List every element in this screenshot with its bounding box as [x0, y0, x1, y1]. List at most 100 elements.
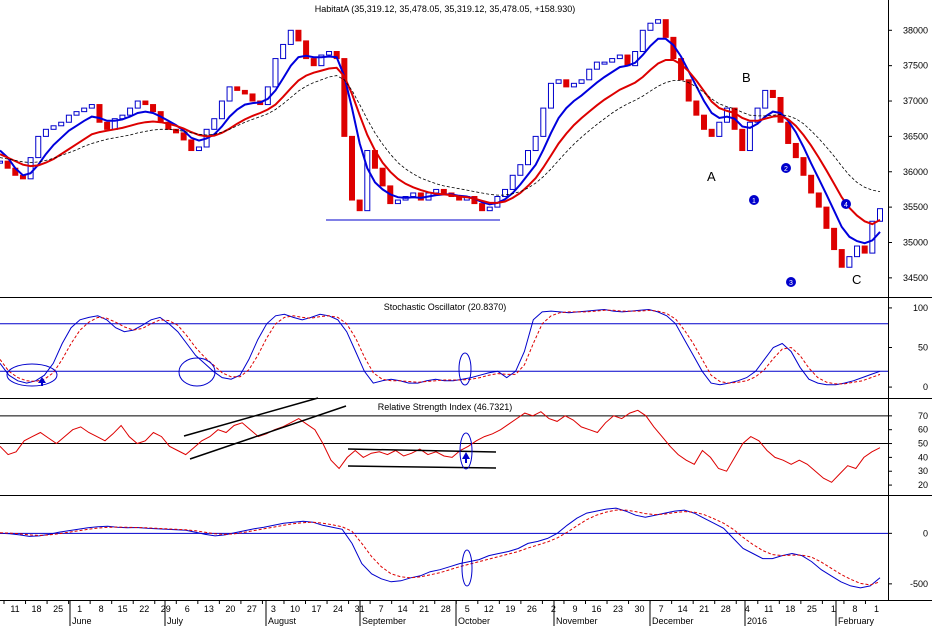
x-tick-label: 28 [721, 604, 731, 614]
price-bar [96, 104, 103, 123]
price-bar [555, 79, 562, 84]
price-bar [639, 29, 646, 53]
month-label: 2016 [747, 616, 767, 626]
price-bar [662, 19, 669, 38]
price-bar [854, 245, 861, 258]
y-tick-label: 50 [918, 439, 928, 449]
price-bar [769, 89, 776, 98]
price-bar [58, 121, 65, 127]
price-bar [150, 104, 157, 113]
price-bar [708, 128, 715, 137]
y-tick-label: 37000 [903, 96, 928, 106]
price-bar [134, 100, 141, 109]
price-bar [211, 118, 218, 130]
y-tick-label: 35500 [903, 202, 928, 212]
price-bar [104, 121, 111, 130]
y-tick-label: 40 [918, 452, 928, 462]
x-tick-label: 23 [613, 604, 623, 614]
x-tick-label: 3 [271, 604, 276, 614]
series-line-ma-slow [0, 75, 881, 196]
wave-marker-1: 1 [749, 195, 759, 205]
panel-frames [0, 0, 932, 601]
price-bar [547, 82, 554, 109]
x-tick-label: 21 [699, 604, 709, 614]
x-tick-label: 18 [32, 604, 42, 614]
price-bar [364, 150, 371, 212]
price-bar [762, 89, 769, 109]
price-bar [716, 121, 723, 137]
x-tick-label: 13 [204, 604, 214, 614]
price-bar [287, 29, 294, 45]
x-tick-label: 5 [465, 604, 470, 614]
price-bar [195, 146, 202, 152]
series-line--d [0, 309, 881, 385]
price-bar [410, 192, 417, 198]
stochastic-circles [6, 352, 472, 387]
month-label: November [556, 616, 598, 626]
price-bar [4, 160, 11, 169]
price-bar [127, 107, 134, 116]
price-bar [800, 157, 807, 176]
price-bar [27, 157, 34, 180]
month-label: September [362, 616, 406, 626]
wave-label-c: C [852, 272, 861, 287]
series-line-macd [0, 507, 881, 589]
svg-text:1: 1 [752, 198, 756, 205]
series-line--k [0, 308, 881, 386]
price-bar [50, 125, 57, 130]
x-tick-label: 25 [53, 604, 63, 614]
y-tick-label: 60 [918, 425, 928, 435]
price-bar [341, 58, 348, 137]
price-bar [655, 19, 662, 24]
price-bar [578, 79, 585, 84]
y-tick-label: 30 [918, 466, 928, 476]
macd-circle [461, 549, 473, 587]
price-bar [808, 174, 815, 194]
x-tick-label: 8 [99, 604, 104, 614]
price-bar [616, 54, 623, 60]
x-tick-label: 4 [745, 604, 750, 614]
wave-label-b: B [742, 70, 751, 85]
y-tick-label: 36000 [903, 167, 928, 177]
price-bar [295, 29, 302, 42]
price-bar [73, 111, 80, 116]
price-bar [303, 40, 310, 60]
x-tick-label: 26 [527, 604, 537, 614]
x-tick-label: 30 [635, 604, 645, 614]
x-tick-label: 1 [874, 604, 879, 614]
series-line-rsi [0, 409, 881, 483]
price-bar [609, 58, 616, 63]
price-bar [509, 174, 516, 190]
price-bar [777, 96, 784, 123]
price-bar [647, 22, 654, 31]
y-tick-label: 0 [923, 382, 928, 392]
y-tick-label: 20 [918, 480, 928, 490]
price-bar [486, 206, 493, 212]
price-bar [356, 199, 363, 212]
price-bar [42, 128, 49, 137]
wave-marker-4: 4 [841, 199, 851, 209]
x-tick-label: 8 [852, 604, 857, 614]
price-bar [723, 107, 730, 123]
series-lines [0, 37, 881, 589]
price-bar [601, 61, 608, 65]
y-axis-ticks: 38000 37500 37000 36500 36000 35500 35000 34500… [888, 25, 928, 589]
x-tick-label: 15 [118, 604, 128, 614]
y-tick-label: 38000 [903, 25, 928, 35]
price-bar [440, 188, 447, 194]
x-tick-label: 7 [659, 604, 664, 614]
month-label: October [458, 616, 490, 626]
price-bar [394, 199, 401, 205]
price-bar [685, 79, 692, 102]
x-tick-label: 19 [505, 604, 515, 614]
x-tick-label: 9 [572, 604, 577, 614]
x-tick-label: 2 [551, 604, 556, 614]
x-tick-label: 11 [764, 604, 773, 614]
price-bar [540, 107, 547, 137]
y-tick-label: 0 [923, 528, 928, 538]
y-tick-label: 37500 [903, 61, 928, 71]
x-tick-label: 14 [398, 604, 408, 614]
rsi-circle [459, 432, 473, 470]
price-bar [785, 121, 792, 144]
